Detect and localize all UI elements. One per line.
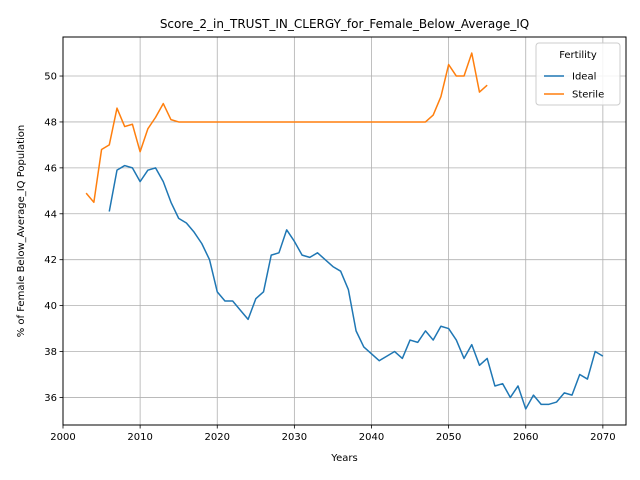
y-tick-label: 36 — [44, 393, 57, 404]
x-tick-label: 2070 — [590, 432, 615, 443]
legend-title: Fertility — [559, 50, 597, 61]
x-tick-label: 2000 — [50, 432, 75, 443]
x-tick-label: 2010 — [127, 432, 152, 443]
y-axis-ticks: 36 38 40 42 44 46 48 50 — [44, 72, 63, 404]
y-tick-label: 38 — [44, 347, 57, 358]
x-tick-label: 2050 — [436, 432, 461, 443]
x-tick-label: 2040 — [359, 432, 384, 443]
y-tick-label: 46 — [44, 163, 57, 174]
plot-frame — [62, 36, 627, 426]
legend-box — [535, 42, 621, 106]
legend-items: Ideal Sterile — [544, 72, 604, 101]
x-tick-label: 2030 — [282, 432, 307, 443]
y-axis-label: % of Female Below_Average_IQ Population — [16, 125, 27, 338]
y-tick-label: 40 — [44, 301, 57, 312]
y-tick-label: 50 — [44, 72, 57, 83]
x-axis-ticks: 2000 2010 2020 2030 2040 2050 2060 2070 — [50, 425, 616, 443]
legend-label-sterile: Sterile — [572, 90, 604, 101]
chart-title: Score_2_in_TRUST_IN_CLERGY_for_Female_Be… — [160, 17, 529, 31]
x-tick-label: 2060 — [513, 432, 538, 443]
series-lines — [85, 52, 604, 410]
x-axis-label: Years — [330, 453, 357, 464]
y-tick-label: 44 — [44, 209, 57, 220]
series-line-sterile — [85, 52, 488, 204]
y-tick-label: 42 — [44, 255, 57, 266]
series-line-ideal — [108, 164, 604, 410]
y-tick-label: 48 — [44, 117, 57, 128]
legend-label-ideal: Ideal — [572, 72, 596, 83]
legend: Fertility Ideal Sterile — [535, 42, 621, 106]
x-tick-label: 2020 — [205, 432, 230, 443]
